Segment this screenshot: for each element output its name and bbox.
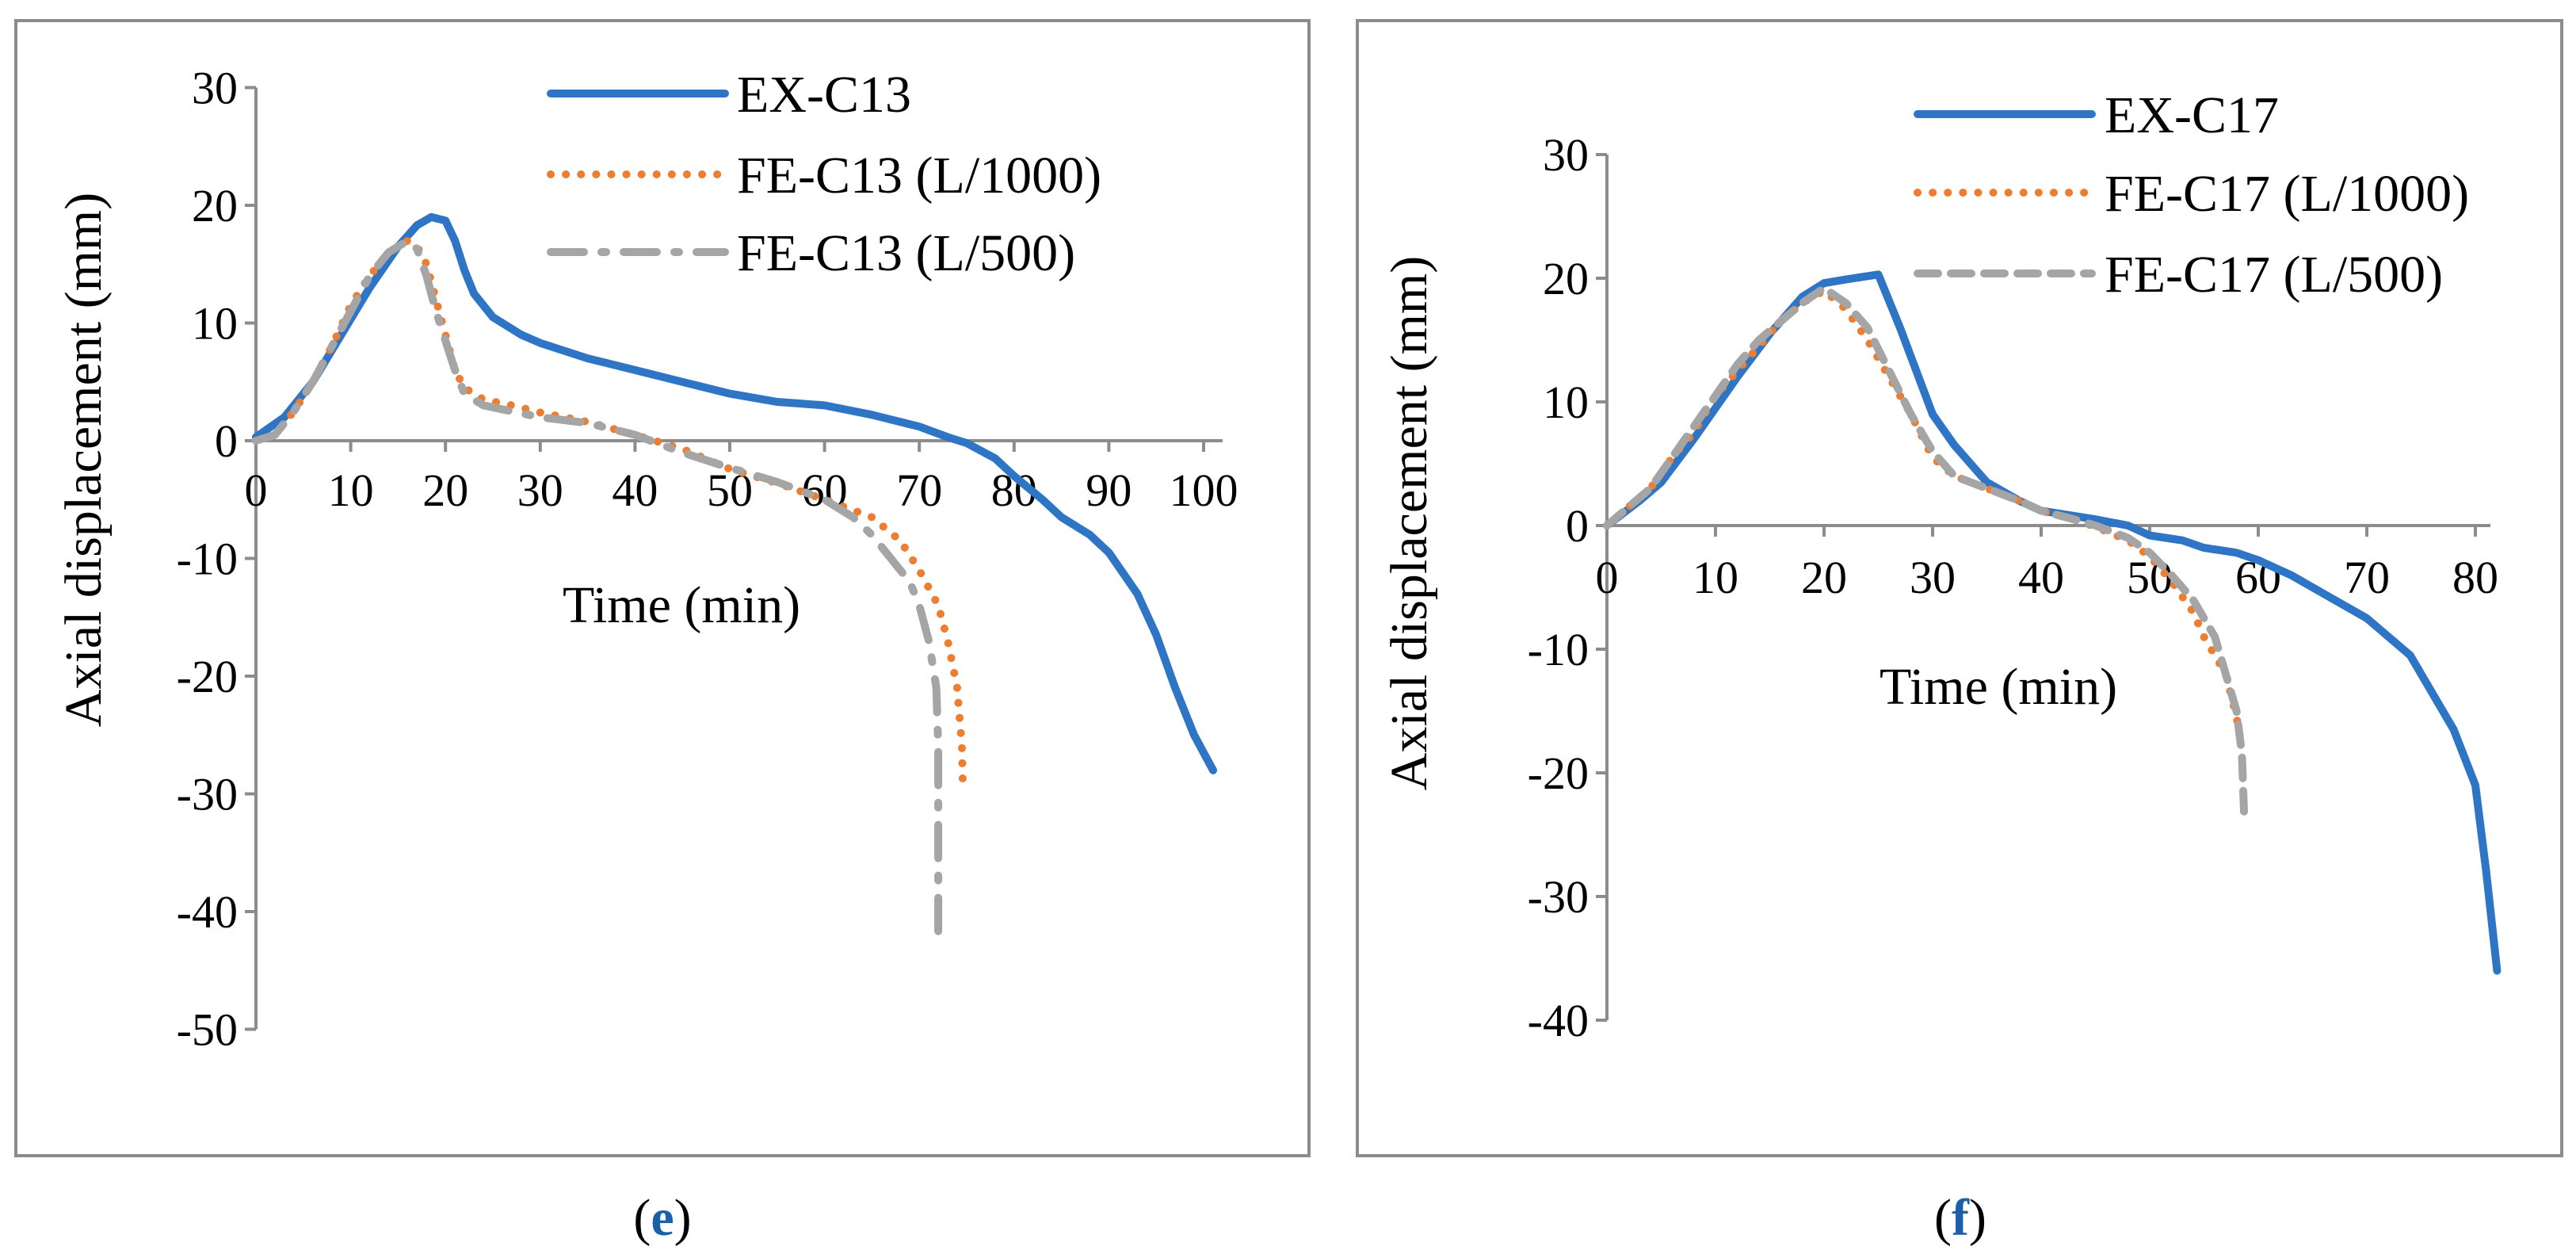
panel-e-x-tick-label: 100 [1170, 465, 1238, 516]
panel-f-legend: EX-C17 FE-C17 (L/1000) FE-C17 (L/500) [1914, 86, 2469, 304]
panel-e-y-tick-label: -30 [177, 769, 238, 820]
panel-e-y-tick-label: -40 [177, 886, 238, 938]
panel-f-y-tick-label: -10 [1528, 624, 1589, 675]
panel-f-x-tick-label: 0 [1596, 552, 1619, 603]
panel-f-x-tick-label: 30 [1910, 552, 1956, 603]
panel-e-frame [14, 19, 1311, 1157]
panel-e-x-tick-label: 90 [1086, 465, 1132, 516]
panel-f-x-tick-label: 10 [1693, 552, 1738, 603]
panel-e-x-tick-label: 40 [612, 465, 658, 516]
panel-e-x-axis-label: Time (min) [563, 576, 800, 634]
panel-f-y-tick-label: 10 [1543, 377, 1589, 428]
panel-f-y-tick-label: -30 [1528, 871, 1589, 923]
panel-e-legend: EX-C13 FE-C13 (L/1000) FE-C13 (L/500) [547, 66, 1101, 282]
panel-f-y-tick-label: 0 [1566, 500, 1589, 552]
panel-e-x-tick-label: 10 [328, 465, 374, 516]
panel-f-x-tick-label: 70 [2344, 552, 2390, 603]
panel-e-x-tick-label: 20 [422, 465, 468, 516]
panel-f-frame [1356, 19, 2563, 1157]
panel-e-y-tick-label: -10 [177, 533, 238, 585]
series-line-fe-c13-l-500 [252, 236, 943, 951]
panel-f-caption: (f) [1934, 1189, 1986, 1247]
panel-e-y-axis-label: Axial displacement (mm) [55, 193, 113, 727]
panel-f-x-tick-label: 80 [2452, 552, 2498, 603]
panel-f-y-tick-label: -40 [1528, 995, 1589, 1046]
panel-e-x-tick-label: 0 [245, 465, 268, 516]
panel-f-x-tick-label: 40 [2018, 552, 2064, 603]
panel-e-y-tick-label: -20 [177, 651, 238, 702]
panel-e-y-tick-label: -50 [177, 1004, 238, 1056]
panel-f-x-tick-label: 20 [1801, 552, 1847, 603]
panel-f-x-tick-label: 50 [2127, 552, 2173, 603]
panel-f-y-tick-label: -20 [1528, 747, 1589, 799]
panel-f-y-tick-label: 20 [1543, 253, 1589, 304]
panel-f-y-axis-label: Axial displacement (mm) [1380, 256, 1438, 790]
series-line-fe-c17-l-500 [1603, 284, 2249, 820]
legend-label-fe-c17-l500: FE-C17 (L/500) [2105, 246, 2443, 304]
legend-label-fe-c13-l500: FE-C13 (L/500) [737, 224, 1075, 282]
panel-e-x-tick-label: 30 [517, 465, 563, 516]
series-line-ex-c17 [1603, 270, 2502, 975]
legend-label-fe-c17-l1000: FE-C17 (L/1000) [2105, 165, 2469, 223]
panel-e-x-tick-label: 70 [896, 465, 942, 516]
panel-e-caption-letter: e [651, 1189, 674, 1247]
series-line-ex-c13 [252, 212, 1217, 774]
panel-e-caption: (e) [633, 1189, 691, 1247]
legend-label-fe-c13-l1000: FE-C13 (L/1000) [737, 147, 1101, 205]
panel-f-x-axis-label: Time (min) [1880, 658, 2117, 716]
panel-f-y-tick-label: 30 [1543, 129, 1589, 181]
panel-e-y-tick-label: 0 [215, 415, 238, 467]
legend-label-ex-c17: EX-C17 [2105, 86, 2279, 144]
panel-e-y-tick-label: 30 [192, 63, 238, 114]
series-line-fe-c13-l-1000 [252, 236, 967, 793]
panel-e-y-tick-label: 10 [192, 298, 238, 350]
legend-label-ex-c13: EX-C13 [737, 66, 911, 124]
panel-e-y-tick-label: 20 [192, 180, 238, 231]
panel-f-caption-letter: f [1952, 1189, 1970, 1247]
